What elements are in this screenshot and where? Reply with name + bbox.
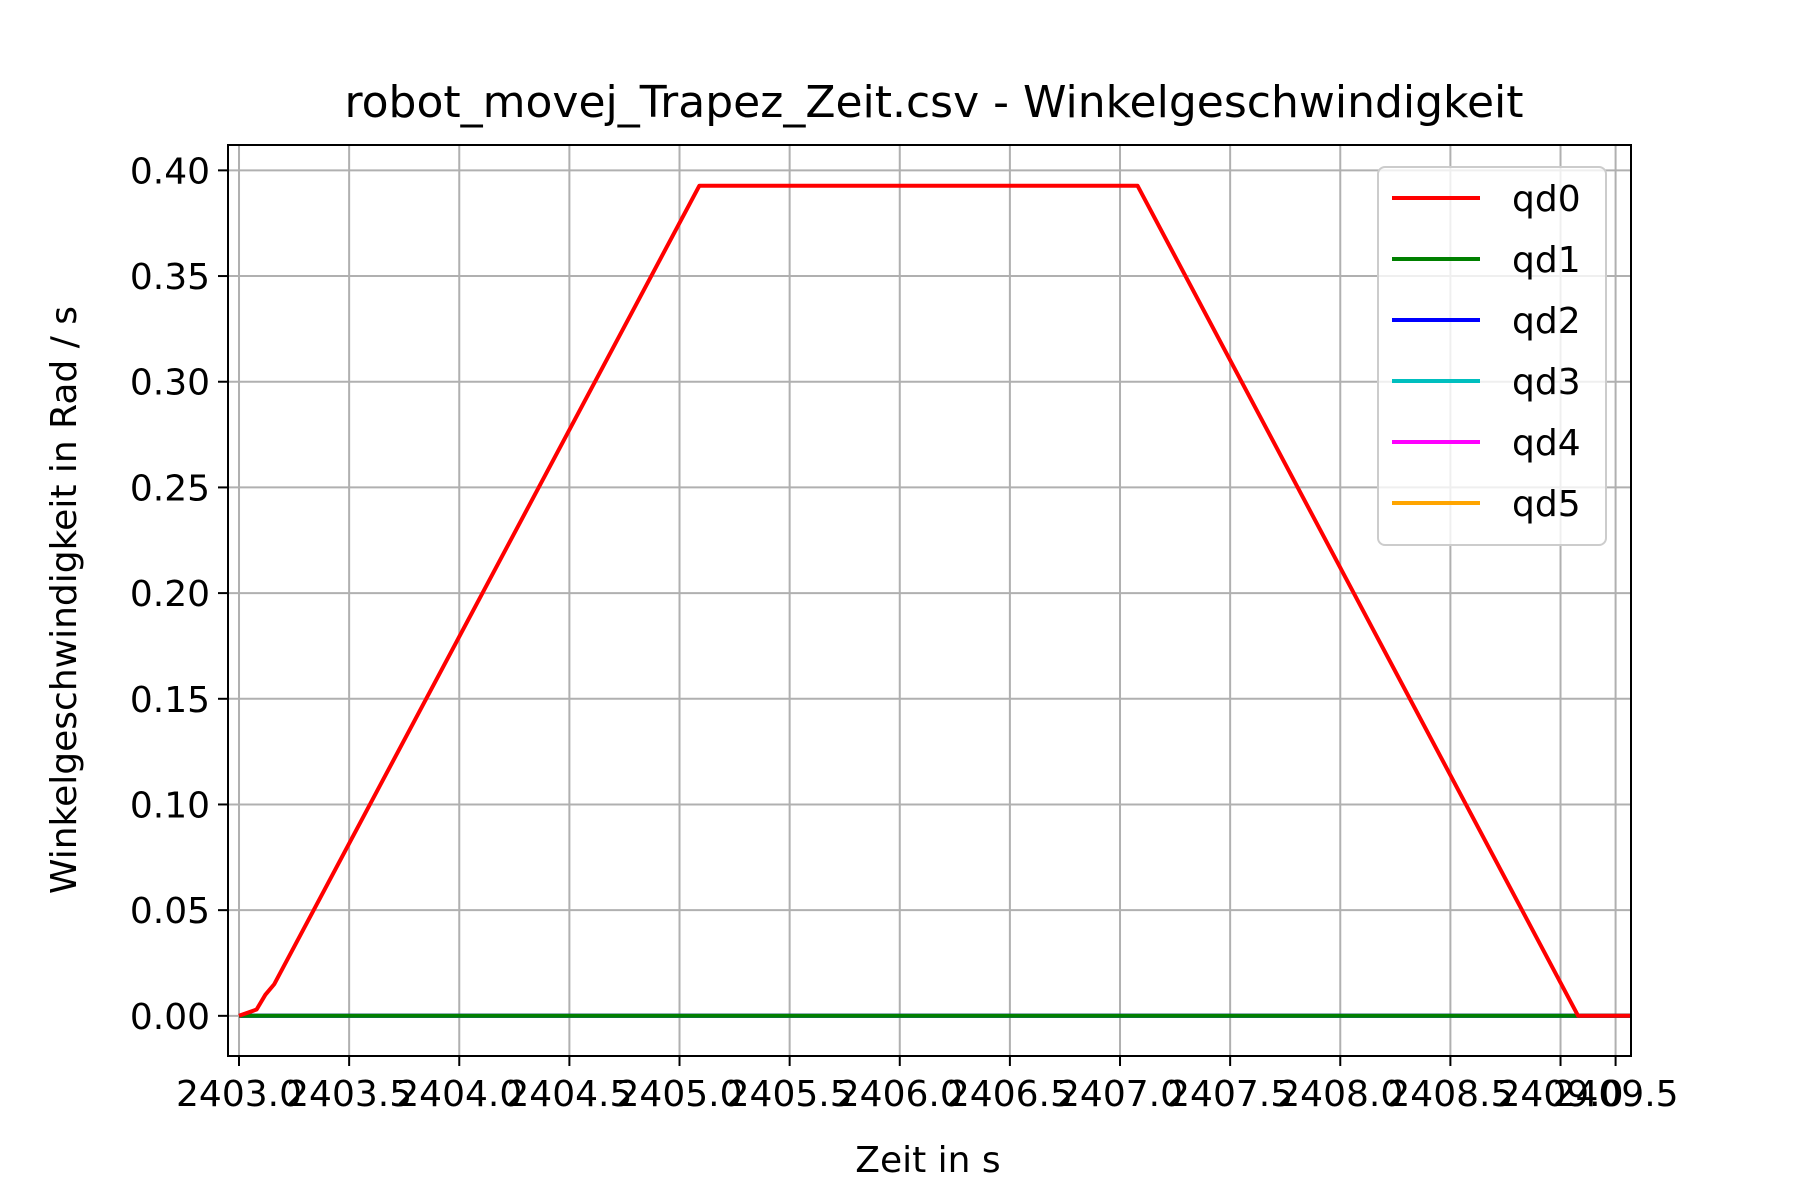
- x-tick-label: 2403.5: [286, 1074, 412, 1115]
- legend-label-qd0: qd0: [1512, 179, 1581, 220]
- x-tick-label: 2408.0: [1277, 1074, 1403, 1115]
- x-tick-label: 2409.0: [1498, 1074, 1624, 1115]
- y-tick-label: 0.10: [130, 785, 210, 826]
- series-layer: [238, 183, 1631, 1018]
- y-axis: 0.00 0.05 0.10 0.15 0.20 0.25 0.30 0.35 0.40: [130, 151, 228, 1038]
- y-axis-label: Winkelgeschwindigkeit in Rad / s: [44, 306, 85, 894]
- y-tick-label: 0.05: [130, 891, 210, 932]
- legend-label-qd1: qd1: [1512, 240, 1581, 281]
- x-tick-label: 2407.5: [1167, 1074, 1293, 1115]
- x-tick-label: 2405.0: [617, 1074, 743, 1115]
- x-tick-label: 2407.0: [1057, 1074, 1183, 1115]
- x-tick-label: 2406.5: [947, 1074, 1073, 1115]
- legend-label-qd3: qd3: [1512, 362, 1581, 403]
- legend-box: [1377, 166, 1607, 546]
- x-tick-label: 2404.0: [396, 1074, 522, 1115]
- x-axis: 2403.02403.52404.02404.52405.02405.52406…: [176, 1056, 1679, 1115]
- x-tick-label: 2403.0: [176, 1074, 302, 1115]
- x-axis-label: Zeit in s: [855, 1140, 1000, 1181]
- plot-frame: [227, 144, 1632, 1057]
- y-tick-label: 0.25: [130, 468, 210, 509]
- x-tick-label: 2409.5: [1553, 1074, 1679, 1115]
- legend-label-qd2: qd2: [1512, 301, 1581, 342]
- x-tick-label: 2405.5: [727, 1074, 853, 1115]
- x-tick-label: 2406.0: [837, 1074, 963, 1115]
- y-tick-label: 0.15: [130, 680, 210, 721]
- y-tick-label: 0.30: [130, 363, 210, 404]
- chart-title: robot_movej_Trapez_Zeit.csv - Winkelgesc…: [345, 77, 1524, 128]
- series-line-qd0: [238, 183, 1631, 1018]
- x-tick-label: 2404.5: [506, 1074, 632, 1115]
- legend-label-qd5: qd5: [1512, 484, 1581, 525]
- legend-label-qd4: qd4: [1512, 423, 1581, 464]
- y-tick-label: 0.40: [130, 151, 210, 192]
- y-tick-label: 0.00: [130, 997, 210, 1038]
- legend: qd0 qd1 qd2 qd3 qd4 qd5: [1377, 166, 1607, 546]
- x-tick-label: 2408.5: [1387, 1074, 1513, 1115]
- y-tick-label: 0.35: [130, 257, 210, 298]
- y-tick-label: 0.20: [130, 574, 210, 615]
